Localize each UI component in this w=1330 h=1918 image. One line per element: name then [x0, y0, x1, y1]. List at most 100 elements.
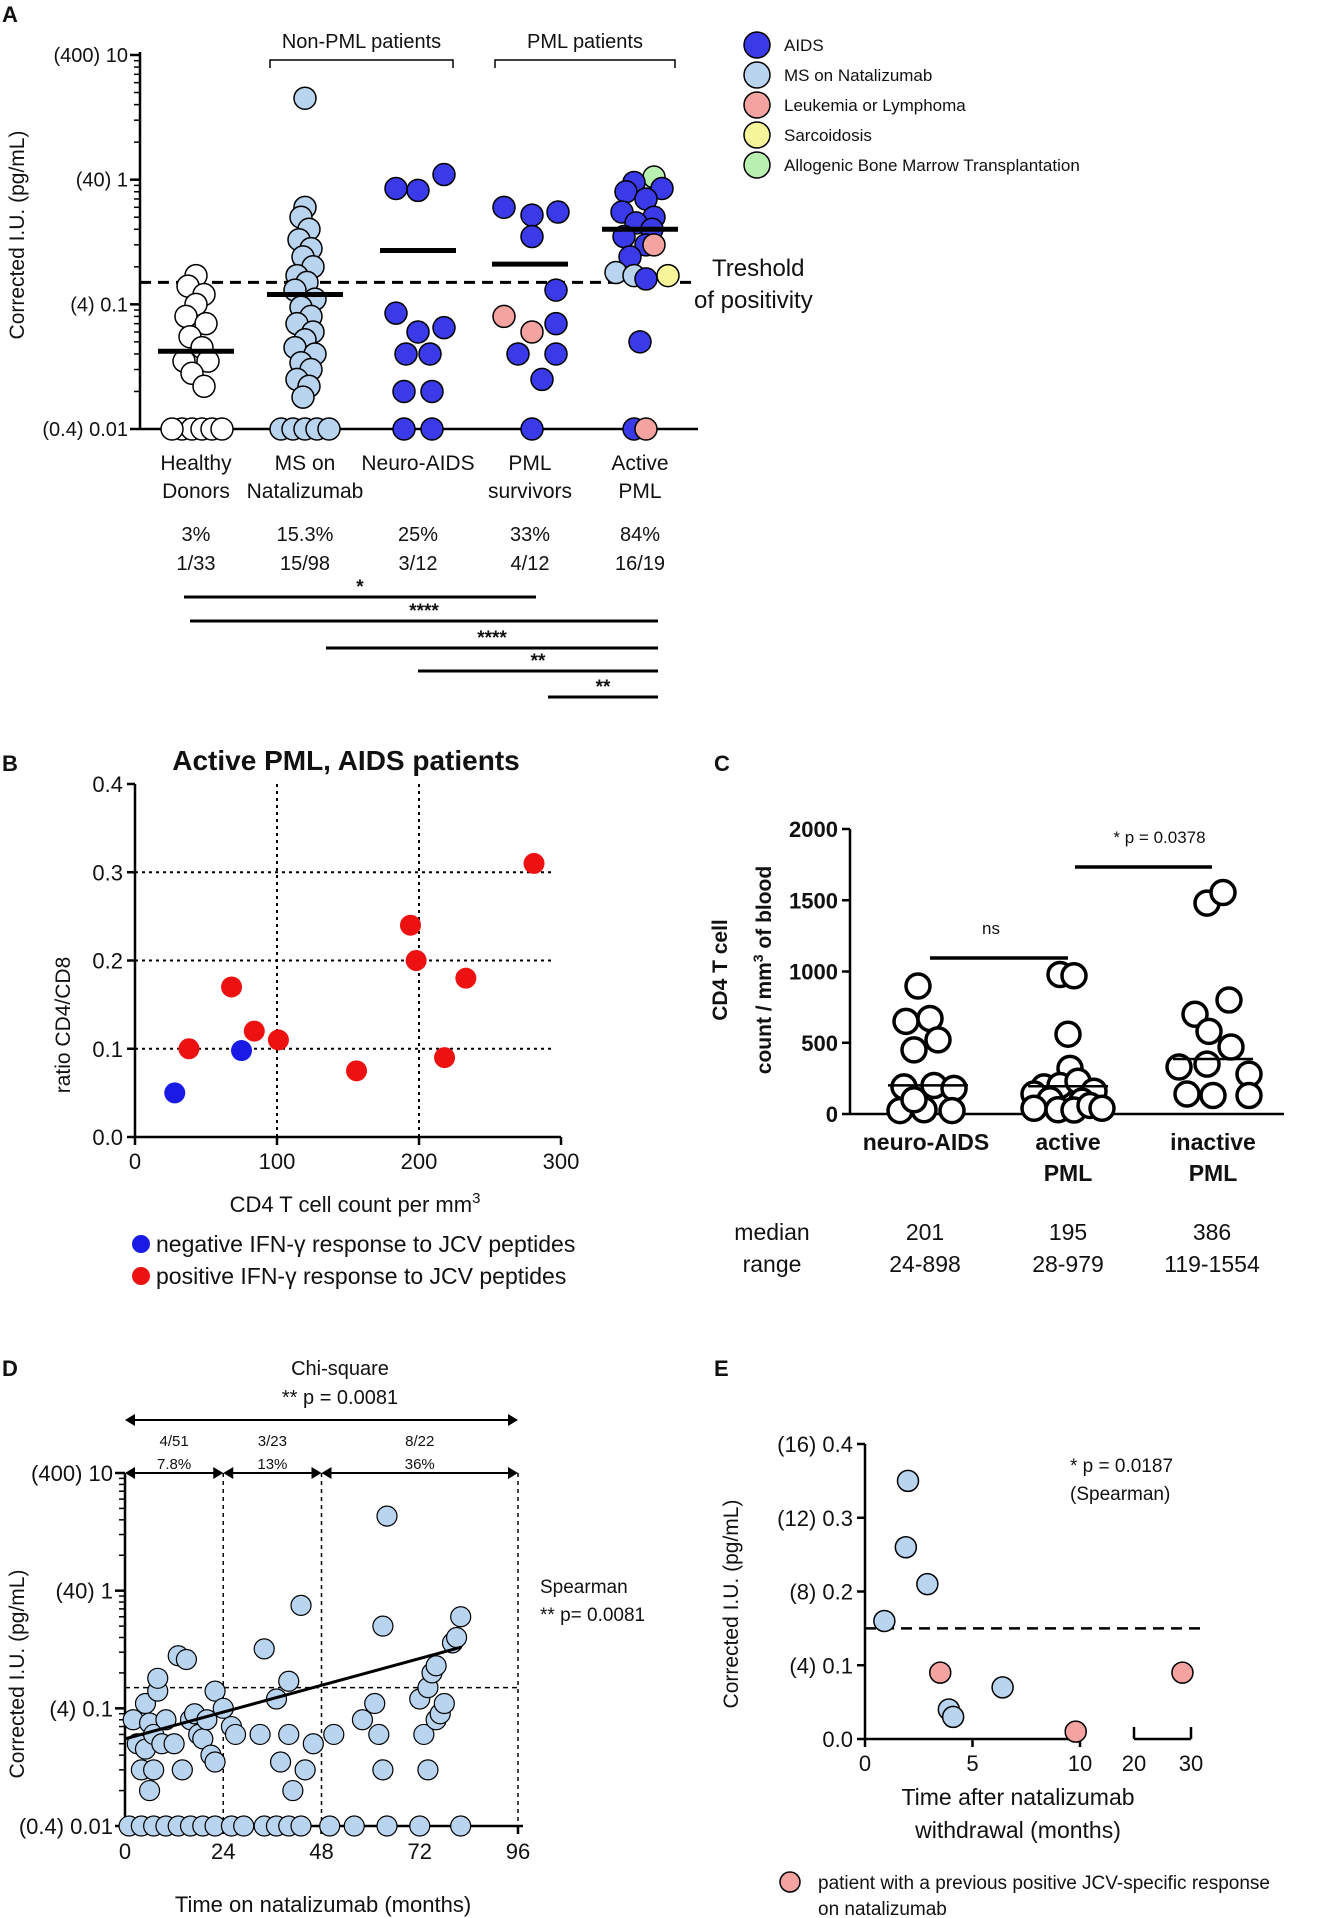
b-ytick-label: 0.0 — [92, 1125, 123, 1150]
d-interval-pct: 36% — [405, 1456, 435, 1473]
e-annotation-p: * p = 0.0187 — [1070, 1456, 1173, 1477]
c-data-point — [1020, 1094, 1048, 1123]
a-significance-label: **** — [477, 628, 507, 649]
a-ylabel: Corrected I.U. (pg/mL) — [6, 131, 29, 340]
a-group-label: Donors — [162, 480, 230, 503]
c-data-point — [1165, 1053, 1193, 1081]
d-xtick-label: 0 — [119, 1839, 131, 1864]
c-range-value: 24-898 — [889, 1251, 961, 1277]
d-data-point — [319, 1815, 341, 1837]
b-ytick-label: 0.4 — [92, 772, 123, 797]
a-data-point — [418, 342, 442, 366]
c-data-point — [938, 1096, 966, 1125]
a-legend-marker — [743, 121, 771, 149]
c-group-label: PML — [1189, 1160, 1238, 1186]
a-data-point — [634, 267, 658, 291]
a-group-frac: 15/98 — [280, 553, 330, 575]
c-ytick-label: 0 — [826, 1102, 838, 1127]
a-group-label: survivors — [488, 480, 572, 503]
e-ytick-label: (16) 0.4 — [777, 1432, 853, 1457]
a-group-label: Healthy — [160, 452, 232, 475]
c-group-label: inactive — [1170, 1129, 1256, 1155]
a-data-point — [210, 417, 234, 441]
b-ytick-label: 0.2 — [92, 949, 123, 974]
d-chi-square-arrow-head-right — [508, 1414, 518, 1426]
a-data-point — [546, 200, 570, 224]
e-ylabel: Corrected I.U. (pg/mL) — [720, 1500, 743, 1709]
a-data-point — [628, 330, 652, 354]
d-data-point — [323, 1723, 345, 1746]
e-xtick-label: 10 — [1068, 1751, 1092, 1776]
a-data-point — [544, 342, 568, 366]
a-data-point — [642, 233, 666, 257]
e-xtick-label: 20 — [1122, 1751, 1146, 1776]
b-xtick-label: 200 — [401, 1149, 438, 1174]
e-ytick-label: 0.0 — [822, 1727, 853, 1752]
a-data-point — [634, 417, 658, 441]
c-comparison-label: ns — [982, 919, 1000, 938]
d-data-point — [278, 1723, 300, 1746]
a-group-frac: 3/12 — [399, 553, 438, 575]
b-xtick-label: 0 — [129, 1149, 141, 1174]
e-data-point — [916, 1572, 939, 1596]
a-data-point — [392, 417, 416, 441]
a-ytick-label: (4) 0.1 — [70, 294, 128, 316]
c-ytick-label: 1000 — [789, 960, 838, 985]
c-ylabel-2-text: count / mm — [753, 962, 776, 1074]
panel-label-c: C — [714, 751, 730, 776]
d-xtick-label: 96 — [506, 1839, 530, 1864]
c-data-point — [924, 1026, 952, 1054]
d-data-point — [364, 1692, 386, 1715]
d-xtick-label: 72 — [408, 1839, 432, 1864]
c-data-point — [1195, 1017, 1223, 1046]
c-group-label: neuro-AIDS — [863, 1129, 990, 1155]
c-ytick-label: 2000 — [789, 817, 838, 842]
e-ytick-label: (8) 0.2 — [789, 1580, 853, 1605]
d-interval-arrow-head-left — [125, 1467, 135, 1479]
a-group-pct: 3% — [182, 524, 211, 546]
a-data-point — [614, 179, 638, 204]
c-ylabel-2: count / mm3 of blood — [750, 866, 776, 1074]
b-data-point — [523, 852, 545, 874]
e-data-point — [929, 1661, 952, 1684]
e-data-point — [896, 1469, 920, 1493]
a-significance-label: **** — [409, 601, 439, 622]
c-data-point — [900, 1036, 928, 1064]
a-legend-label: Allogenic Bone Marrow Transplantation — [784, 156, 1080, 175]
d-data-point — [155, 1709, 177, 1731]
panel-e: E Corrected I.U. (pg/mL) Time after nata… — [714, 1356, 1270, 1918]
b-legend-label: positive IFN-γ response to JCV peptides — [156, 1263, 566, 1289]
a-significance-label: ** — [531, 651, 546, 672]
a-group-label: PML — [508, 452, 551, 475]
b-data-point — [221, 976, 243, 998]
b-legend-label: negative IFN-γ response to JCV peptides — [156, 1231, 575, 1257]
d-data-point — [147, 1667, 169, 1689]
d-data-point — [163, 1733, 185, 1755]
a-ytick-label: (0.4) 0.01 — [42, 419, 128, 441]
a-data-point — [160, 417, 184, 441]
d-xlabel: Time on natalizumab (months) — [175, 1892, 471, 1917]
d-data-point — [171, 1759, 193, 1781]
d-xtick-label: 48 — [309, 1839, 333, 1864]
b-xlabel-sup: 3 — [472, 1190, 480, 1207]
d-ytick-label: (0.4) 0.01 — [19, 1814, 113, 1839]
a-group-pct: 25% — [398, 524, 438, 546]
c-ytick-label: 500 — [801, 1031, 838, 1056]
c-data-point — [1199, 1081, 1227, 1110]
a-data-point — [406, 178, 430, 203]
c-range-value: 119-1554 — [1164, 1251, 1260, 1277]
a-legend-marker — [743, 61, 771, 89]
c-ylabel-1: CD4 T cell — [709, 919, 732, 1021]
c-range-value: 28-979 — [1032, 1251, 1104, 1277]
d-interval-pct: 7.8% — [157, 1456, 191, 1473]
a-bracket-label: PML patients — [527, 31, 643, 53]
a-legend-label: AIDS — [784, 36, 824, 55]
c-range-label: range — [743, 1251, 802, 1277]
panel-label-a: A — [2, 2, 18, 27]
e-xtick-label: 30 — [1179, 1751, 1203, 1776]
b-data-point — [164, 1082, 186, 1104]
a-data-point — [192, 374, 216, 399]
a-group-frac: 16/19 — [615, 553, 665, 575]
a-data-point — [384, 301, 408, 325]
c-data-point — [904, 972, 932, 1000]
